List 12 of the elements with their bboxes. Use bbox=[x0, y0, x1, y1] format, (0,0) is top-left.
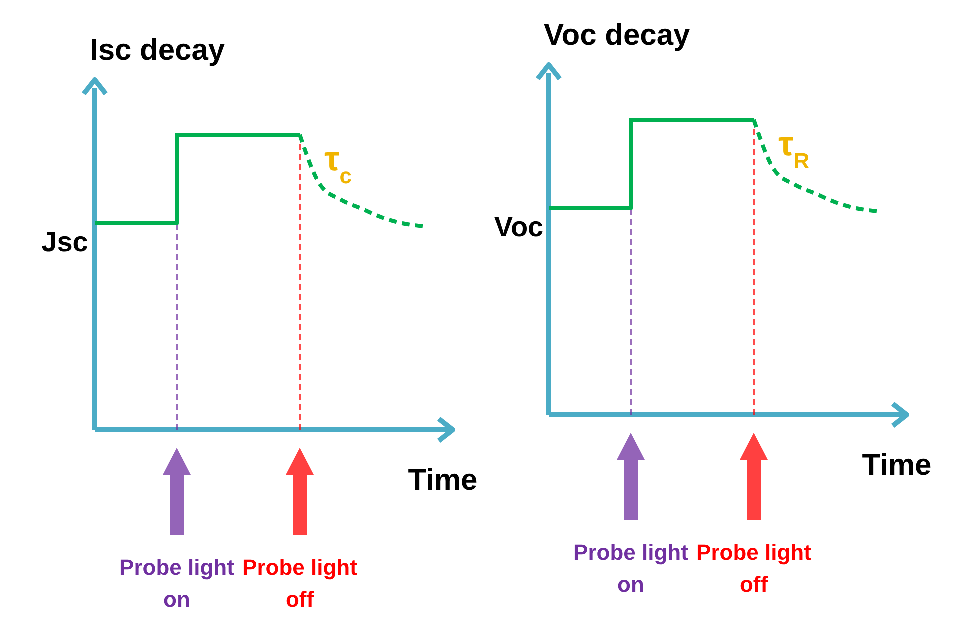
y-axis-title: Jsc bbox=[42, 226, 88, 258]
annotation: τ$_{c}$ bbox=[324, 140, 352, 188]
x-axis-title: Time bbox=[408, 464, 478, 497]
text: Probe light off bbox=[696, 540, 812, 597]
chart-title: Isc decay bbox=[90, 34, 226, 67]
text: Probe light off bbox=[242, 555, 358, 612]
text: Probe light on bbox=[574, 540, 690, 597]
text: Probe light on bbox=[120, 555, 236, 612]
x-axis-title: Time bbox=[862, 449, 932, 482]
chart-title: Voc decay bbox=[544, 19, 691, 52]
annotation: τ$_{R}$ bbox=[778, 125, 810, 173]
y-axis-title: Voc bbox=[494, 212, 544, 242]
